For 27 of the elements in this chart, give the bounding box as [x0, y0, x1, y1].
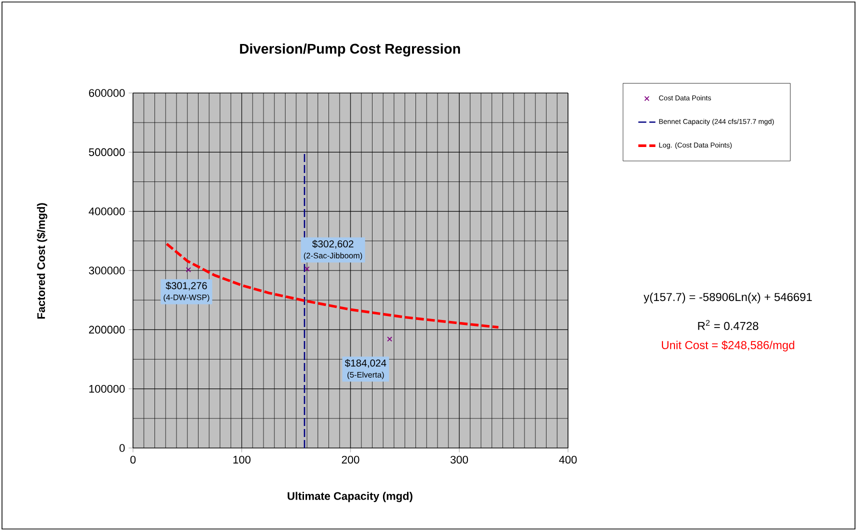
annotation: (4-DW-WSP) — [164, 294, 210, 302]
x-tick-label: 0 — [130, 456, 136, 464]
point — [387, 336, 392, 342]
annotation: (5-Elverta) — [347, 372, 384, 380]
y-tick-label: 100000 — [89, 384, 125, 393]
x-axis-title: Ultimate Capacity (mgd) — [288, 492, 412, 502]
x-tick-label: 400 — [559, 456, 577, 464]
y-tick-label: 400000 — [88, 207, 125, 216]
annotation: (2-Sac-Jibboom) — [304, 252, 362, 260]
text: R$^{2}$ = 0.4728 — [698, 320, 758, 330]
point — [186, 267, 192, 272]
point — [304, 266, 310, 272]
data-label: $301,276 — [166, 282, 207, 290]
text: Unit Cost = $248,586/mgd — [662, 340, 794, 352]
text: y(157.7) = -58906Ln(x) + 546691 — [644, 292, 812, 304]
data-label: $302,602 — [312, 240, 354, 249]
y-tick-label: 0 — [120, 444, 125, 452]
x-tick-label: 200 — [342, 456, 360, 464]
data-label: $184,024 — [344, 359, 386, 368]
x-tick-label: 100 — [233, 456, 250, 464]
y-tick-label: 600000 — [89, 89, 125, 97]
y-axis-title: Factored Cost ($/mgd) — [36, 203, 48, 319]
y-tick-label: 300000 — [88, 266, 125, 274]
chart-title: Diversion/Pump Cost Regression — [240, 43, 460, 57]
y-tick-label: 200000 — [89, 326, 125, 334]
y-tick-label: 500000 — [88, 148, 125, 156]
x-tick-label: 300 — [450, 456, 468, 464]
